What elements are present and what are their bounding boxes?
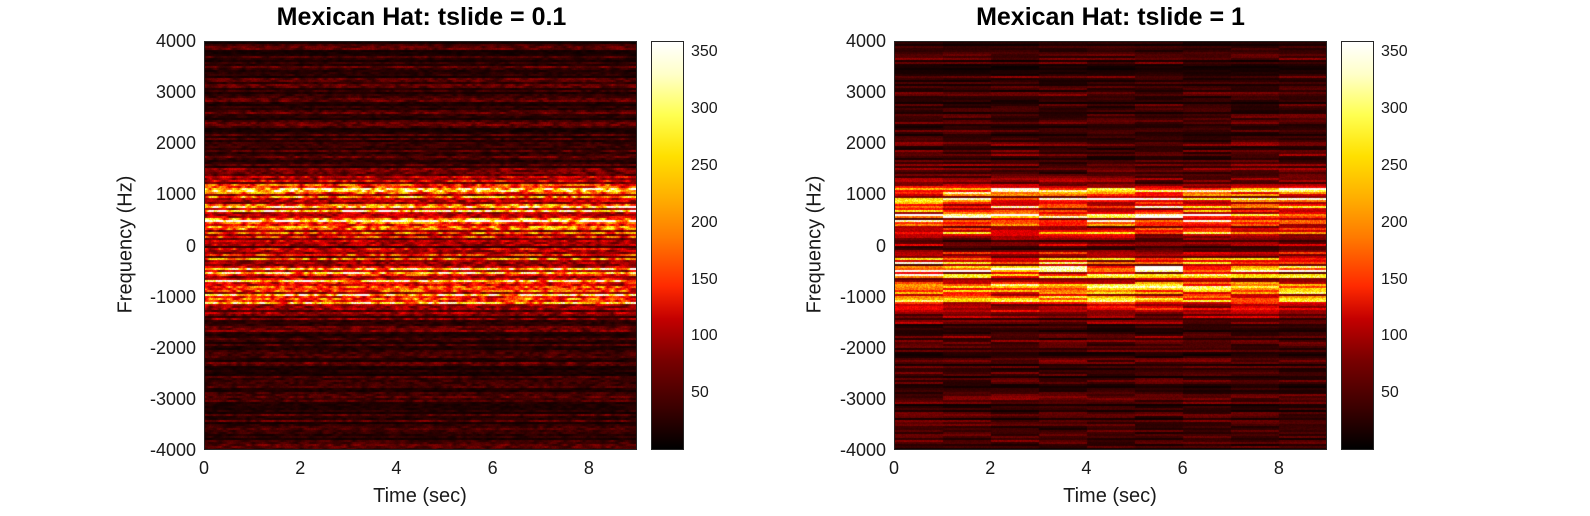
y-tick-label: 4000 bbox=[155, 31, 196, 51]
x-tick-label: 6 bbox=[487, 458, 498, 478]
colorbar-tick-label: 200 bbox=[1381, 213, 1408, 231]
y-tick-label: 1000 bbox=[155, 184, 196, 205]
colorbar-tick-label: 100 bbox=[1381, 327, 1408, 345]
y-tick-label: 2000 bbox=[155, 133, 196, 154]
y-tick-label: -2000 bbox=[149, 337, 196, 358]
colorbar-tick-label: 250 bbox=[691, 156, 718, 174]
y-tick-label: 4000 bbox=[845, 31, 886, 51]
y-tick-label: 3000 bbox=[155, 82, 196, 103]
colorbar-tick-label: 100 bbox=[691, 327, 718, 345]
x-tick-label: 2 bbox=[295, 458, 306, 478]
x-tick-label: 4 bbox=[1081, 458, 1092, 478]
y-tick-label: -1000 bbox=[839, 286, 886, 307]
colorbar-tick-label: 350 bbox=[1381, 43, 1408, 61]
x-axis-label: Time (sec) bbox=[1063, 485, 1157, 507]
colorbar-tick-label: 50 bbox=[1381, 384, 1399, 402]
x-tick-label: 2 bbox=[985, 458, 996, 478]
x-tick-label: 0 bbox=[888, 458, 899, 478]
chart-title: Mexican Hat: tslide = 0.1 bbox=[276, 3, 567, 31]
y-tick-label: -4000 bbox=[149, 440, 196, 460]
colorbar-tick-label: 150 bbox=[691, 270, 718, 288]
colorbar-tick-label: 300 bbox=[691, 100, 718, 118]
colorbar bbox=[651, 41, 684, 450]
colorbar-tick-label: 200 bbox=[691, 213, 718, 231]
colorbar bbox=[1341, 41, 1374, 450]
y-tick-label: -3000 bbox=[839, 388, 886, 409]
y-tick-label: 3000 bbox=[845, 82, 886, 103]
heatmap-canvas bbox=[895, 42, 1326, 449]
heatmap-plot-area bbox=[204, 41, 637, 450]
y-tick-label: -3000 bbox=[149, 388, 196, 409]
y-tick-label: -1000 bbox=[149, 286, 196, 307]
heatmap-canvas bbox=[205, 42, 636, 449]
y-tick-label: -2000 bbox=[839, 337, 886, 358]
colorbar-tick-label: 250 bbox=[1381, 156, 1408, 174]
y-tick-label: 0 bbox=[185, 235, 196, 256]
spectrogram-panel-2: Mexican Hat: tslide = 1 Frequency (Hz) 4… bbox=[800, 0, 1590, 516]
colorbar-tick-label: 50 bbox=[691, 384, 709, 402]
x-axis-label: Time (sec) bbox=[373, 485, 467, 507]
x-tick-label: 6 bbox=[1177, 458, 1188, 478]
heatmap-plot-area bbox=[894, 41, 1327, 450]
x-tick-label: 0 bbox=[198, 458, 209, 478]
x-tick-label: 8 bbox=[583, 458, 594, 478]
colorbar-tick-label: 350 bbox=[691, 43, 718, 61]
colorbar-tick-label: 150 bbox=[1381, 270, 1408, 288]
y-tick-label: 1000 bbox=[845, 184, 886, 205]
y-tick-label: 0 bbox=[875, 235, 886, 256]
spectrogram-panel-1: Mexican Hat: tslide = 0.1 Frequency (Hz)… bbox=[115, 3, 718, 507]
y-tick-label: -4000 bbox=[839, 440, 886, 460]
x-tick-label: 4 bbox=[391, 458, 402, 478]
chart-title: Mexican Hat: tslide = 1 bbox=[976, 3, 1245, 31]
colorbar-tick-label: 300 bbox=[1381, 100, 1408, 118]
y-tick-label: 2000 bbox=[845, 133, 886, 154]
x-tick-label: 8 bbox=[1273, 458, 1284, 478]
